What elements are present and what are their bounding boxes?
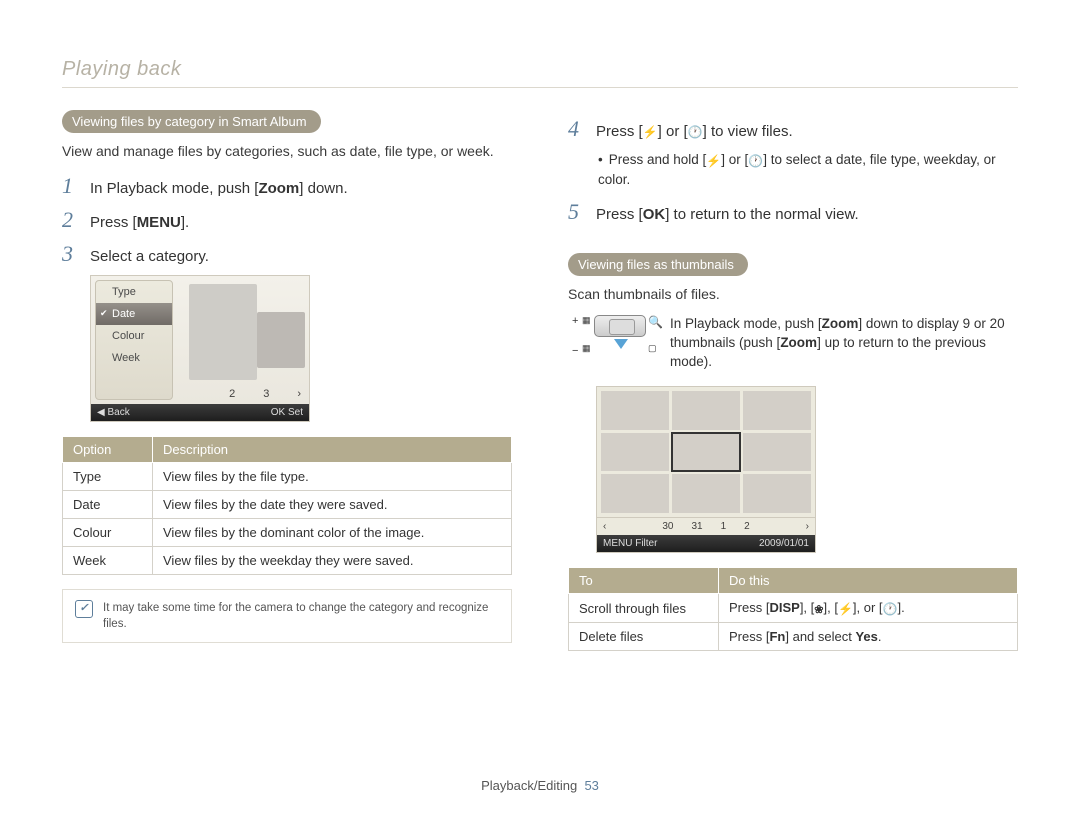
table-row: Scroll through files Press [DISP], [], [… [569, 594, 1018, 623]
intro2-text: Scan thumbnails of files. [568, 285, 1018, 304]
thumb-cell [743, 391, 811, 430]
table-row: Colour View files by the dominant color … [63, 518, 512, 546]
thumb-cell [672, 474, 740, 513]
chevron-right-icon: › [806, 521, 809, 532]
thumb-icon: ▢ [648, 343, 657, 354]
right-column: 4 Press [] or [] to view files. •Press a… [568, 110, 1018, 651]
step-5-text: Press [OK] to return to the normal view. [596, 204, 859, 225]
timer-icon [883, 601, 898, 616]
timer-icon [688, 123, 703, 141]
thumb-footer: MENU Filter 2009/01/01 [597, 535, 815, 552]
step-3-text: Select a category. [90, 246, 209, 267]
thumb-cell [601, 474, 669, 513]
table-row: Date View files by the date they were sa… [63, 490, 512, 518]
pill-thumbnails: Viewing files as thumbnails [568, 253, 748, 276]
step-num: 4 [568, 116, 586, 142]
filter-label: MENU Filter [603, 538, 657, 549]
flash-icon [643, 123, 658, 141]
pill-smart-album: Viewing files by category in Smart Album [62, 110, 321, 133]
cat-item-type: Type [96, 281, 172, 303]
category-preview: 2 3 › [177, 276, 309, 404]
category-menu: Type Date Colour Week [95, 280, 173, 400]
thumbnail-screenshot: ‹ 30 31 1 2 › MENU Filter 2009/01/01 [596, 386, 816, 553]
step-3: 3 Select a category. [62, 241, 512, 267]
back-label: ◀ Back [97, 407, 130, 418]
step-num: 2 [62, 207, 80, 233]
col-option: Option [63, 436, 153, 462]
thumb-cell [672, 391, 740, 430]
thumb-cell [601, 433, 669, 472]
col-to: To [569, 568, 719, 594]
thumb-cell [601, 391, 669, 430]
mag-icon: 🔍 [648, 315, 663, 329]
date-label: 2009/01/01 [759, 538, 809, 549]
thumb-icon: ▦ [582, 315, 591, 326]
arrow-down-icon [614, 339, 628, 349]
minus-icon: − [572, 345, 578, 357]
cat-item-week: Week [96, 347, 172, 369]
step-2-text: Press [MENU]. [90, 212, 189, 233]
zoom-diagram: + − ▦ 🔍 ▦ ▢ In Playback mode, push [Zoom… [568, 315, 1018, 372]
thumb-cell [743, 433, 811, 472]
section-title: Playing back [62, 58, 1018, 88]
thumb-cell [743, 474, 811, 513]
step-num: 1 [62, 173, 80, 199]
note-text: It may take some time for the camera to … [103, 600, 499, 632]
step-1-text: In Playback mode, push [Zoom] down. [90, 178, 348, 199]
thumb-cell-selected [672, 433, 740, 472]
col-do: Do this [719, 568, 1018, 594]
flash-icon [838, 601, 853, 616]
flash-icon [706, 151, 721, 171]
chevron-right-icon: › [297, 388, 301, 400]
page-num: 1 [721, 521, 727, 532]
footer-section: Playback/Editing [481, 778, 577, 793]
table-row: Type View files by the file type. [63, 462, 512, 490]
zoom-control-icon: + − ▦ 🔍 ▦ ▢ [568, 315, 660, 357]
table-row: Week View files by the weekday they were… [63, 546, 512, 574]
step-num: 5 [568, 199, 586, 225]
table-row: Delete files Press [Fn] and select Yes. [569, 623, 1018, 651]
thumb-pager: ‹ 30 31 1 2 › [597, 517, 815, 535]
option-table: Option Description Type View files by th… [62, 436, 512, 575]
intro-text: View and manage files by categories, suc… [62, 142, 512, 161]
page-footer: Playback/Editing 53 [0, 778, 1080, 793]
timer-icon [748, 151, 763, 171]
step-4-text: Press [] or [] to view files. [596, 121, 793, 142]
step-num: 3 [62, 241, 80, 267]
thumb-icon: ▦ [582, 343, 591, 354]
note-icon: ✓ [75, 600, 93, 618]
category-footer: ◀ Back OK Set [91, 404, 309, 421]
cat-item-date: Date [96, 303, 172, 325]
page-num: 31 [691, 521, 702, 532]
cat-num: 3 [263, 388, 269, 400]
chevron-left-icon: ‹ [603, 521, 606, 532]
col-description: Description [153, 436, 512, 462]
step-4: 4 Press [] or [] to view files. [568, 116, 1018, 142]
left-column: Viewing files by category in Smart Album… [62, 110, 512, 651]
plus-icon: + [572, 315, 578, 327]
category-screenshot: Type Date Colour Week 2 3 › [90, 275, 310, 422]
cat-num: 2 [229, 388, 235, 400]
step-2: 2 Press [MENU]. [62, 207, 512, 233]
page-number: 53 [584, 778, 598, 793]
cat-item-colour: Colour [96, 325, 172, 347]
note-box: ✓ It may take some time for the camera t… [62, 589, 512, 643]
step-5: 5 Press [OK] to return to the normal vie… [568, 199, 1018, 225]
page-num: 2 [744, 521, 750, 532]
actions-table: To Do this Scroll through files Press [D… [568, 567, 1018, 651]
step-1: 1 In Playback mode, push [Zoom] down. [62, 173, 512, 199]
page-num: 30 [662, 521, 673, 532]
zoom-text: In Playback mode, push [Zoom] down to di… [670, 315, 1018, 372]
set-label: OK Set [271, 407, 303, 418]
step-4-sub: •Press and hold [] or [] to select a dat… [598, 150, 1018, 191]
